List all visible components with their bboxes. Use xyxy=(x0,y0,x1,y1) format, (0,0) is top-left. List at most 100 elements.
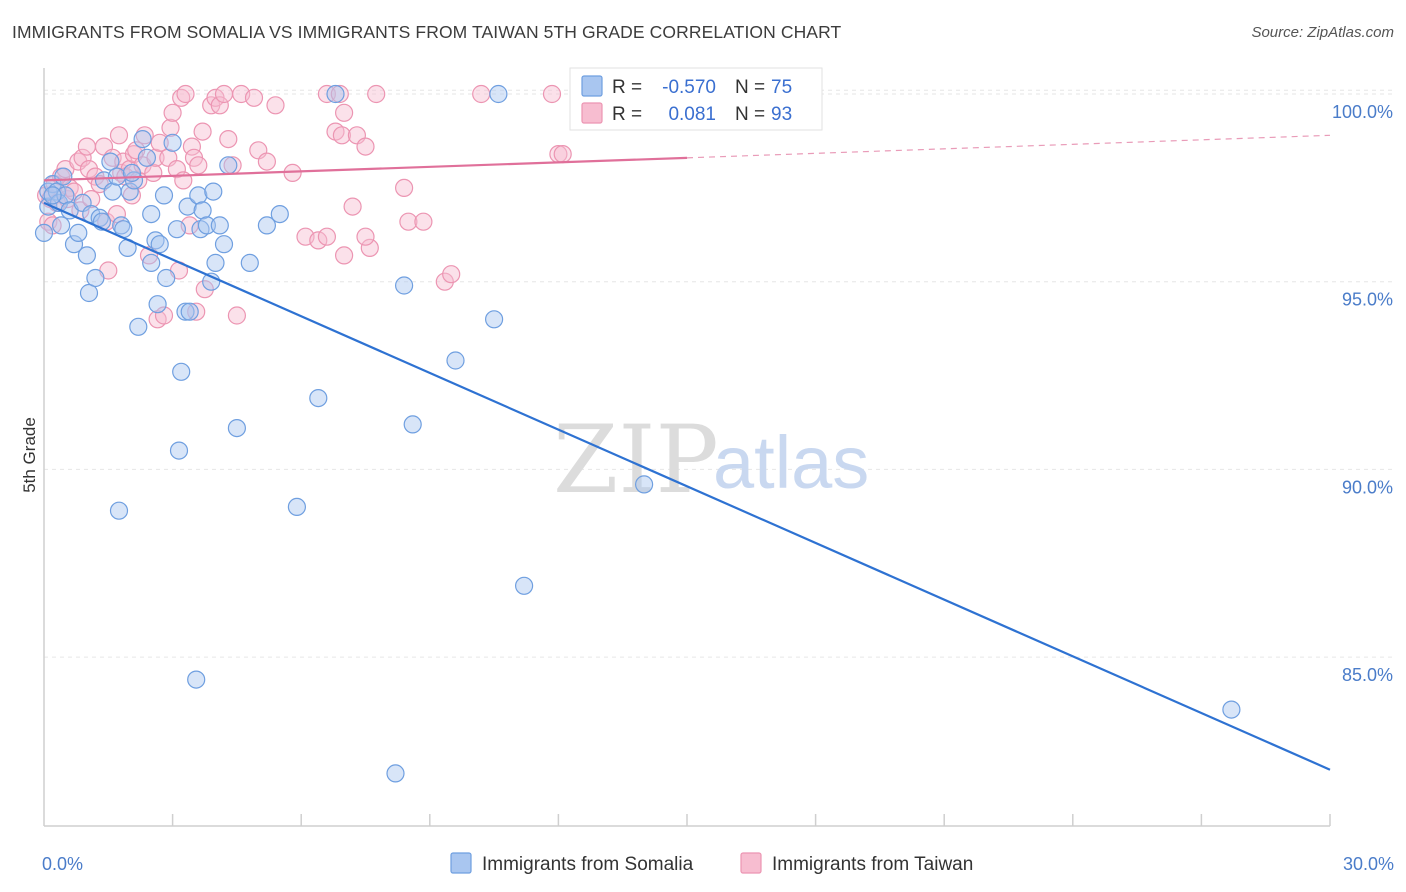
point-taiwan xyxy=(399,212,418,231)
watermark: ZIP atlas xyxy=(553,406,869,515)
point-taiwan xyxy=(442,265,461,284)
point-somalia xyxy=(167,220,186,239)
stats-r-label-somalia: R = xyxy=(612,77,642,98)
point-somalia xyxy=(34,223,54,242)
y-tick-label: 100.0% xyxy=(1332,102,1393,122)
point-somalia xyxy=(446,351,465,370)
point-somalia xyxy=(214,235,234,254)
trend-lines xyxy=(43,134,1331,771)
point-somalia xyxy=(129,317,148,336)
stats-r-label-taiwan: R = xyxy=(612,104,642,125)
x-tick-labels: 0.0% 30.0% xyxy=(42,854,1394,874)
point-taiwan xyxy=(163,103,182,122)
point-taiwan xyxy=(167,160,186,179)
point-taiwan xyxy=(161,118,180,137)
point-taiwan xyxy=(330,84,349,104)
point-taiwan xyxy=(343,197,362,216)
point-somalia xyxy=(56,186,75,205)
point-somalia xyxy=(109,501,129,520)
stats-n-label-taiwan: N = xyxy=(735,104,765,125)
point-somalia xyxy=(178,197,197,216)
point-taiwan xyxy=(244,88,264,107)
stats-n-value-taiwan: 93 xyxy=(771,104,792,125)
point-somalia xyxy=(1222,700,1241,719)
point-somalia xyxy=(287,497,306,516)
point-somalia xyxy=(270,205,289,224)
point-somalia xyxy=(227,419,246,438)
point-taiwan xyxy=(219,130,238,149)
point-somalia xyxy=(193,201,212,220)
point-taiwan xyxy=(127,141,146,160)
point-somalia xyxy=(148,295,167,314)
watermark-atlas: atlas xyxy=(713,421,869,504)
point-taiwan xyxy=(77,137,97,156)
point-taiwan xyxy=(332,126,351,145)
point-taiwan xyxy=(360,238,379,257)
point-somalia xyxy=(163,133,182,152)
y-tick-labels: 100.0% 95.0% 90.0% 85.0% xyxy=(1332,102,1393,685)
point-somalia xyxy=(43,186,62,205)
y-tick-label: 90.0% xyxy=(1342,477,1393,497)
point-somalia xyxy=(64,235,84,254)
point-taiwan xyxy=(109,126,129,145)
trendline-taiwan xyxy=(43,156,688,182)
y-tick-label: 95.0% xyxy=(1342,290,1393,310)
series-taiwan-points xyxy=(36,84,572,329)
point-taiwan xyxy=(553,145,572,164)
point-somalia xyxy=(386,764,405,783)
point-taiwan xyxy=(193,122,212,141)
point-somalia xyxy=(189,186,208,205)
legend-label-somalia: Immigrants from Somalia xyxy=(482,854,694,875)
point-taiwan xyxy=(73,148,92,167)
stats-box: R = -0.570 N = 75 R = 0.081 N = 93 xyxy=(569,67,823,131)
point-taiwan xyxy=(195,280,214,299)
point-somalia xyxy=(197,216,216,235)
point-somalia xyxy=(489,84,508,104)
point-somalia xyxy=(86,268,105,288)
point-somalia xyxy=(326,84,345,104)
point-taiwan xyxy=(79,160,99,179)
chart-title: IMMIGRANTS FROM SOMALIA VS IMMIGRANTS FR… xyxy=(12,22,842,42)
legend-swatch-taiwan xyxy=(740,852,762,874)
point-somalia xyxy=(176,302,195,321)
point-somalia xyxy=(142,253,161,272)
source-label: Source: ZipAtlas.com xyxy=(1251,24,1394,41)
point-taiwan xyxy=(144,163,163,182)
point-somalia xyxy=(172,362,191,381)
point-somalia xyxy=(77,246,97,265)
point-somalia xyxy=(309,389,328,408)
point-somalia xyxy=(180,302,199,321)
point-somalia xyxy=(133,130,152,149)
point-somalia xyxy=(101,152,120,171)
grid-lines xyxy=(44,89,1392,658)
legend-swatch-somalia xyxy=(450,852,472,874)
point-taiwan xyxy=(82,190,101,209)
trendline-somalia xyxy=(43,201,1331,771)
point-taiwan xyxy=(356,137,375,156)
point-taiwan xyxy=(356,227,375,246)
point-somalia xyxy=(204,182,223,201)
point-somalia xyxy=(39,197,58,216)
point-somalia xyxy=(206,253,225,272)
point-somalia xyxy=(169,441,189,460)
point-taiwan xyxy=(395,178,414,197)
point-taiwan xyxy=(266,96,285,115)
point-taiwan xyxy=(414,212,433,231)
stats-swatch-somalia xyxy=(581,75,603,97)
point-taiwan xyxy=(367,84,386,104)
point-taiwan xyxy=(335,246,354,265)
stats-n-label-somalia: N = xyxy=(735,77,765,98)
point-taiwan xyxy=(107,205,127,224)
point-somalia xyxy=(69,223,88,242)
point-taiwan xyxy=(257,152,276,171)
point-somalia xyxy=(51,216,71,235)
legend: Immigrants from Somalia Immigrants from … xyxy=(450,852,973,875)
point-somalia xyxy=(395,276,414,295)
stats-n-value-somalia: 75 xyxy=(771,77,792,98)
point-taiwan xyxy=(210,96,229,115)
point-taiwan xyxy=(189,156,208,175)
point-somalia xyxy=(54,167,73,186)
point-somalia xyxy=(634,475,654,494)
point-taiwan xyxy=(154,306,174,325)
